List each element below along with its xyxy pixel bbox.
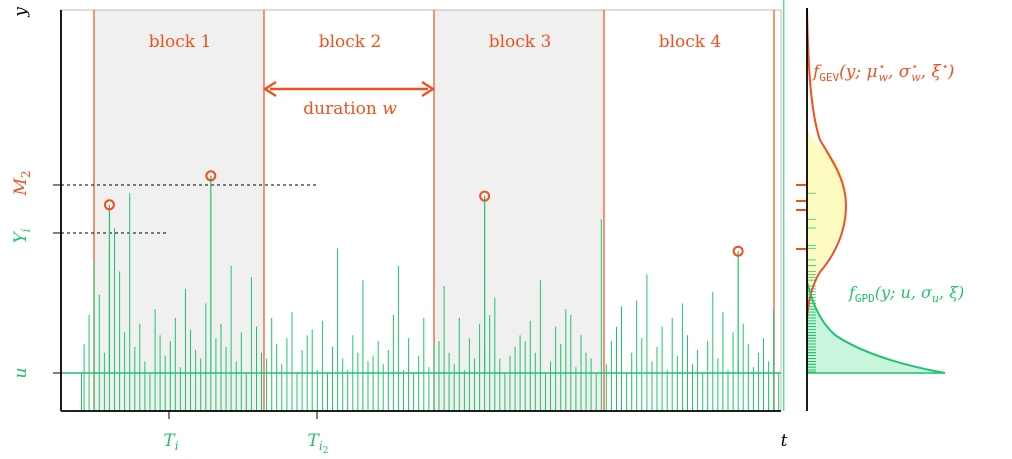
block-1-label: block 1: [149, 32, 212, 52]
gpd-density-fill: [807, 282, 945, 373]
block-3-label: block 3: [489, 32, 552, 52]
block-4-label: block 4: [659, 32, 722, 52]
block-maximum-marker: [479, 190, 491, 202]
gpd-formula: fGPD(y; u, σu, ξ): [848, 283, 964, 305]
block-maximum-marker: [205, 170, 217, 182]
yi-label: Yi: [11, 228, 33, 243]
block-3-shade: [434, 10, 604, 411]
ti-label: Ti: [163, 431, 178, 453]
gpd-density-curve: [806, 281, 946, 374]
m2-label: M2: [11, 170, 33, 196]
y-axis-label: y: [11, 7, 31, 18]
ti2-label: Ti2: [308, 431, 329, 456]
gev-density-curve: [806, 7, 848, 321]
block-maximum-marker: [732, 245, 744, 257]
block-1-shade: [94, 10, 264, 411]
t-axis-label: t: [781, 431, 788, 451]
density-panel: [796, 7, 946, 411]
spikes-group: [81, 0, 785, 411]
duration-label: duration w: [303, 99, 397, 119]
u-label: u: [11, 368, 31, 379]
block-maxima-group: [103, 170, 744, 373]
maxima-rug: [796, 184, 807, 250]
block-maximum-marker: [103, 199, 115, 211]
rug-ticks: [807, 192, 816, 373]
duration-arrow: [262, 80, 436, 98]
gev-density-fill: [807, 130, 847, 300]
block-2-label: block 2: [319, 32, 382, 52]
gev-formula: fGEV(y; μ⋆ w, σ⋆ w, ξ⋆): [811, 60, 954, 84]
